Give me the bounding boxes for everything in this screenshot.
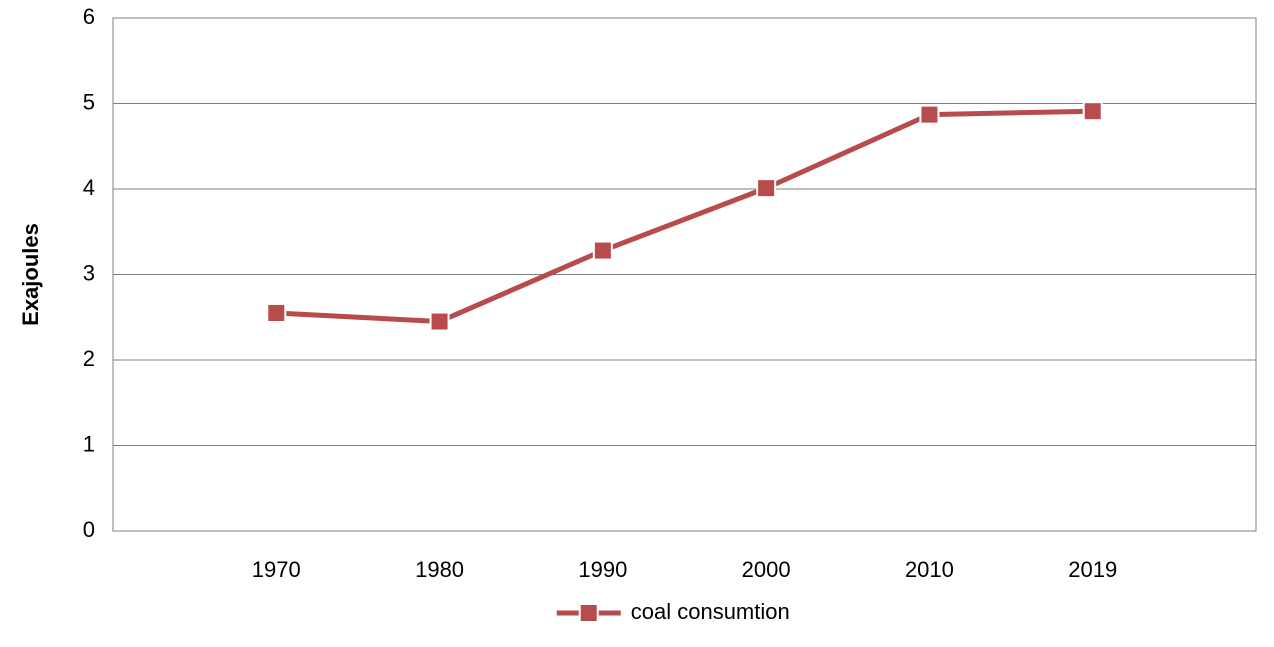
y-tick-label: 6	[83, 4, 95, 29]
series-marker	[920, 106, 938, 124]
x-tick-label: 1970	[252, 557, 301, 582]
series-marker	[267, 304, 285, 322]
series-marker	[594, 242, 612, 260]
line-chart: 0 1 2 3 4 5 6 1970 1980 1990 2000 2010 2019 Exajoules…	[0, 0, 1274, 647]
series-marker	[431, 313, 449, 331]
y-tick-label: 3	[83, 260, 95, 285]
chart-svg: 0 1 2 3 4 5 6 1970 1980 1990 2000 2010 2019 Exajoules…	[0, 0, 1274, 642]
x-tick-label: 1990	[578, 557, 627, 582]
series-marker	[1084, 102, 1102, 120]
x-tick-label: 1980	[415, 557, 464, 582]
x-tick-label: 2000	[742, 557, 791, 582]
x-tick-label: 2019	[1068, 557, 1117, 582]
y-tick-label: 2	[83, 346, 95, 371]
y-tick-label: 4	[83, 175, 95, 200]
y-axis-title: Exajoules	[18, 223, 43, 326]
x-tick-label: 2010	[905, 557, 954, 582]
legend-marker	[580, 604, 598, 622]
y-tick-label: 5	[83, 89, 95, 114]
y-tick-label: 1	[83, 431, 95, 456]
y-tick-label: 0	[83, 517, 95, 542]
legend-label: coal consumtion	[631, 599, 790, 624]
series-marker	[757, 179, 775, 197]
